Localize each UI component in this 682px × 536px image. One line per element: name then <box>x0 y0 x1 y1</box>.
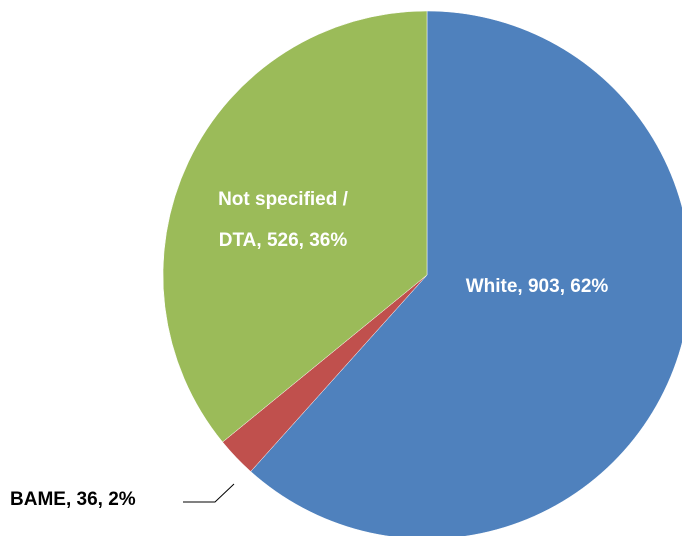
bame-leader-line <box>183 483 235 503</box>
slice-label-bame: BAME, 36, 2% <box>10 489 136 510</box>
slice-label-white: White, 903, 62% <box>466 276 609 297</box>
pie-slices <box>162 10 682 536</box>
slice-label-not-specified-line2: DTA, 526, 36% <box>219 230 348 251</box>
slice-label-not-specified-line1: Not specified / <box>218 189 349 210</box>
pie-slice-not-specified-dta <box>162 10 428 443</box>
